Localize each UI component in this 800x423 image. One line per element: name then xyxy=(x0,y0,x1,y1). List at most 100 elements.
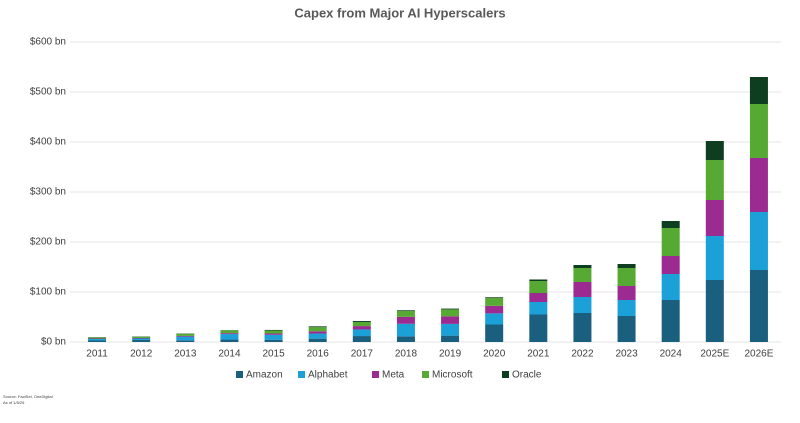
bar-segment xyxy=(617,286,636,300)
bar-segment xyxy=(396,323,415,337)
bar-segment xyxy=(308,331,327,334)
bar-segment xyxy=(749,104,768,158)
bar-segment xyxy=(485,313,504,325)
bar-segment xyxy=(132,338,151,340)
bar-segment xyxy=(749,270,768,342)
x-tick-label: 2015 xyxy=(262,349,285,360)
legend-label: Meta xyxy=(382,370,405,381)
as-of-note: As of 1/5/25 xyxy=(3,400,25,405)
x-tick-label: 2016 xyxy=(307,349,330,360)
legend-swatch xyxy=(236,371,243,378)
bar-segment xyxy=(661,221,680,228)
bar-segment xyxy=(176,336,195,341)
bar-segment xyxy=(396,310,415,312)
bar-segment xyxy=(749,77,768,104)
bar-segment xyxy=(661,256,680,274)
bar-segment xyxy=(529,302,548,315)
bar-segment xyxy=(88,338,107,339)
bar-segment xyxy=(573,297,592,313)
bar-segment xyxy=(705,236,724,280)
bar-segment xyxy=(264,330,283,334)
bar-segment xyxy=(485,297,504,299)
bar-segment xyxy=(308,327,327,332)
bar-segment xyxy=(573,282,592,297)
bar-segment xyxy=(220,330,239,334)
x-tick-label: 2021 xyxy=(527,349,550,360)
bar-segment xyxy=(485,324,504,342)
bar-segment xyxy=(308,338,327,342)
legend-label: Amazon xyxy=(246,370,283,381)
bar-segment xyxy=(396,316,415,324)
x-tick-label: 2023 xyxy=(615,349,638,360)
legend-swatch xyxy=(372,371,379,378)
x-tick-label: 2019 xyxy=(439,349,462,360)
bar-segment xyxy=(264,329,283,331)
bar-segment xyxy=(220,333,239,335)
legend-label: Microsoft xyxy=(432,370,473,381)
bar-segment xyxy=(264,339,283,342)
bar-segment xyxy=(352,322,371,327)
x-tick-label: 2013 xyxy=(174,349,197,360)
bar-segment xyxy=(617,316,636,342)
x-tick-label: 2018 xyxy=(395,349,418,360)
bar-segment xyxy=(88,339,107,341)
bar-segment xyxy=(352,336,371,342)
y-tick-label: $300 bn xyxy=(30,187,66,198)
bar-segment xyxy=(441,335,460,342)
y-tick-label: $500 bn xyxy=(30,87,66,98)
bar-segment xyxy=(132,340,151,342)
bar-segment xyxy=(441,309,460,317)
x-tick-label: 2024 xyxy=(660,349,683,360)
x-tick-label: 2014 xyxy=(218,349,241,360)
bar-segment xyxy=(176,335,195,337)
x-tick-label: 2026E xyxy=(744,349,773,360)
bar-segment xyxy=(617,264,636,268)
legend-swatch xyxy=(422,371,429,378)
bar-segment xyxy=(176,333,195,336)
bar-segment xyxy=(573,313,592,342)
legend-label: Alphabet xyxy=(308,370,348,381)
y-tick-label: $0 bn xyxy=(41,337,66,348)
bar-segment xyxy=(264,333,283,335)
y-tick-label: $400 bn xyxy=(30,137,66,148)
bar-segment xyxy=(661,300,680,342)
x-tick-label: 2022 xyxy=(571,349,594,360)
x-tick-label: 2012 xyxy=(130,349,153,360)
x-tick-label: 2017 xyxy=(351,349,374,360)
bar-segment xyxy=(441,316,460,324)
legend-label: Oracle xyxy=(512,370,542,381)
bar-segment xyxy=(529,314,548,342)
bar-segment xyxy=(661,228,680,256)
bar-segment xyxy=(485,298,504,306)
bar-segment xyxy=(705,200,724,236)
bar-segment xyxy=(485,305,504,314)
source-note: Source: FactSet, OneDigital xyxy=(3,394,53,399)
bar-segment xyxy=(749,158,768,212)
bar-segment xyxy=(132,338,151,339)
x-tick-label: 2020 xyxy=(483,349,506,360)
bar-segment xyxy=(220,339,239,342)
bar-segment xyxy=(88,337,107,339)
chart-title: Capex from Major AI Hyperscalers xyxy=(294,5,505,20)
bar-segment xyxy=(220,334,239,340)
y-tick-label: $200 bn xyxy=(30,237,66,248)
bar-segment xyxy=(308,333,327,339)
legend-swatch xyxy=(298,371,305,378)
bar-segment xyxy=(308,326,327,328)
x-tick-label: 2025E xyxy=(700,349,729,360)
bar-segment xyxy=(529,293,548,302)
bar-segment xyxy=(529,279,548,281)
bar-segment xyxy=(441,323,460,336)
bar-segment xyxy=(705,280,724,342)
bar-segment xyxy=(573,265,592,268)
legend-swatch xyxy=(502,371,509,378)
bar-segment xyxy=(661,274,680,300)
bar-segment xyxy=(396,336,415,342)
bar-segment xyxy=(132,336,151,338)
bar-segment xyxy=(264,334,283,340)
y-tick-label: $600 bn xyxy=(30,37,66,48)
bar-segment xyxy=(749,212,768,270)
bar-segment xyxy=(352,326,371,330)
bar-segment xyxy=(352,329,371,337)
